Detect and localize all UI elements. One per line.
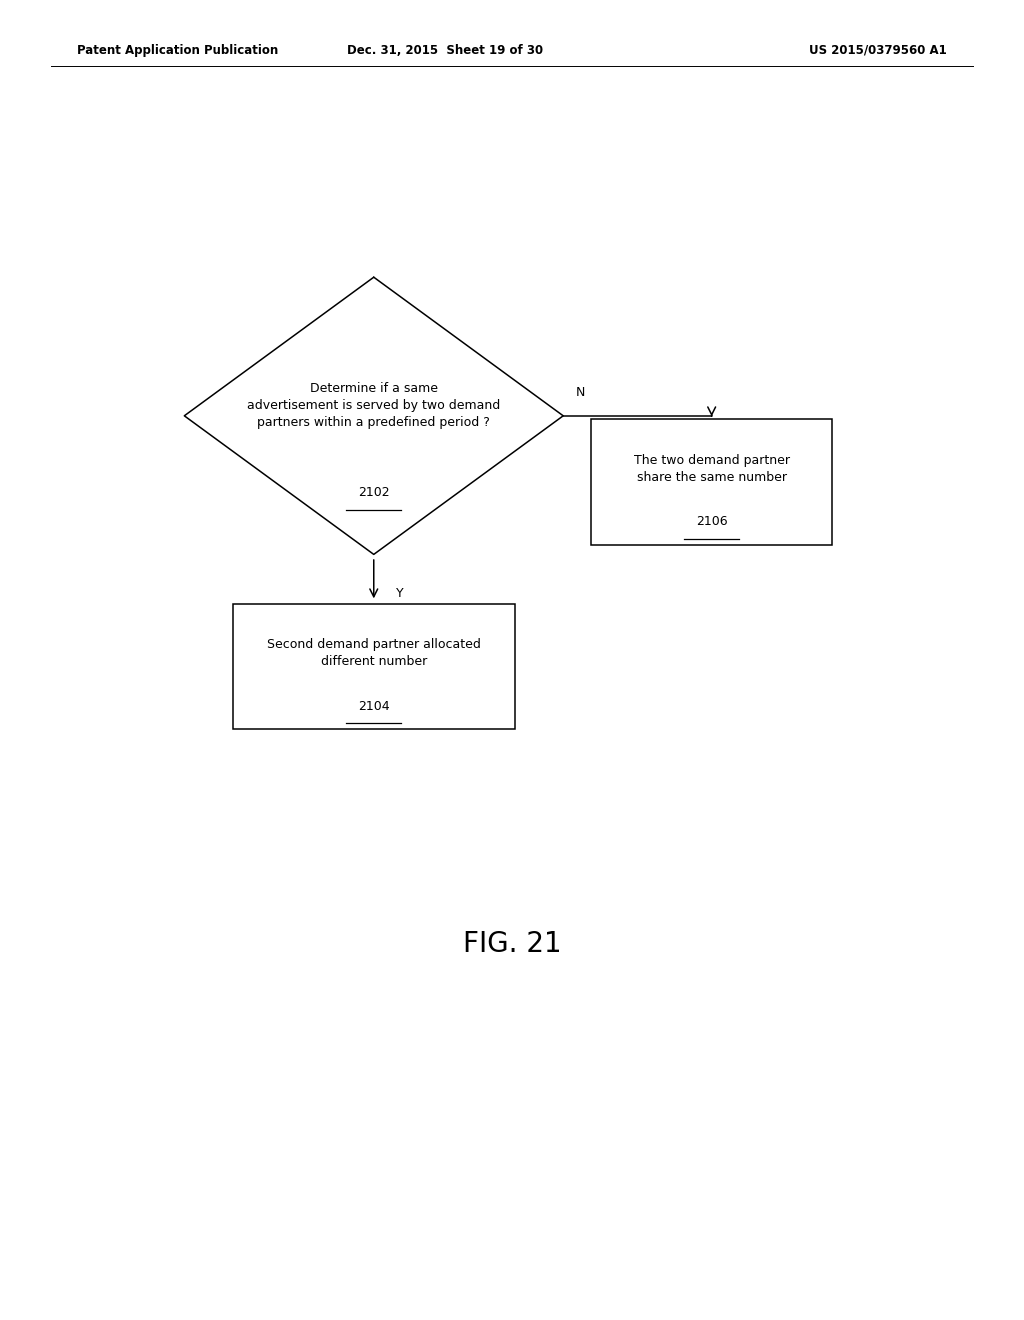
Bar: [591, 420, 831, 544]
Text: 2104: 2104: [358, 700, 389, 713]
Text: The two demand partner
share the same number: The two demand partner share the same nu…: [634, 454, 790, 483]
Text: Dec. 31, 2015  Sheet 19 of 30: Dec. 31, 2015 Sheet 19 of 30: [347, 44, 544, 57]
Text: 2102: 2102: [358, 486, 389, 499]
Text: US 2015/0379560 A1: US 2015/0379560 A1: [809, 44, 947, 57]
Text: N: N: [575, 385, 585, 399]
Bar: [232, 605, 514, 729]
Text: Patent Application Publication: Patent Application Publication: [77, 44, 279, 57]
Text: 2106: 2106: [696, 515, 727, 528]
Text: Second demand partner allocated
different number: Second demand partner allocated differen…: [267, 639, 480, 668]
Text: FIG. 21: FIG. 21: [463, 929, 561, 958]
Text: Determine if a same
advertisement is served by two demand
partners within a pred: Determine if a same advertisement is ser…: [247, 381, 501, 429]
Text: Y: Y: [396, 587, 403, 601]
